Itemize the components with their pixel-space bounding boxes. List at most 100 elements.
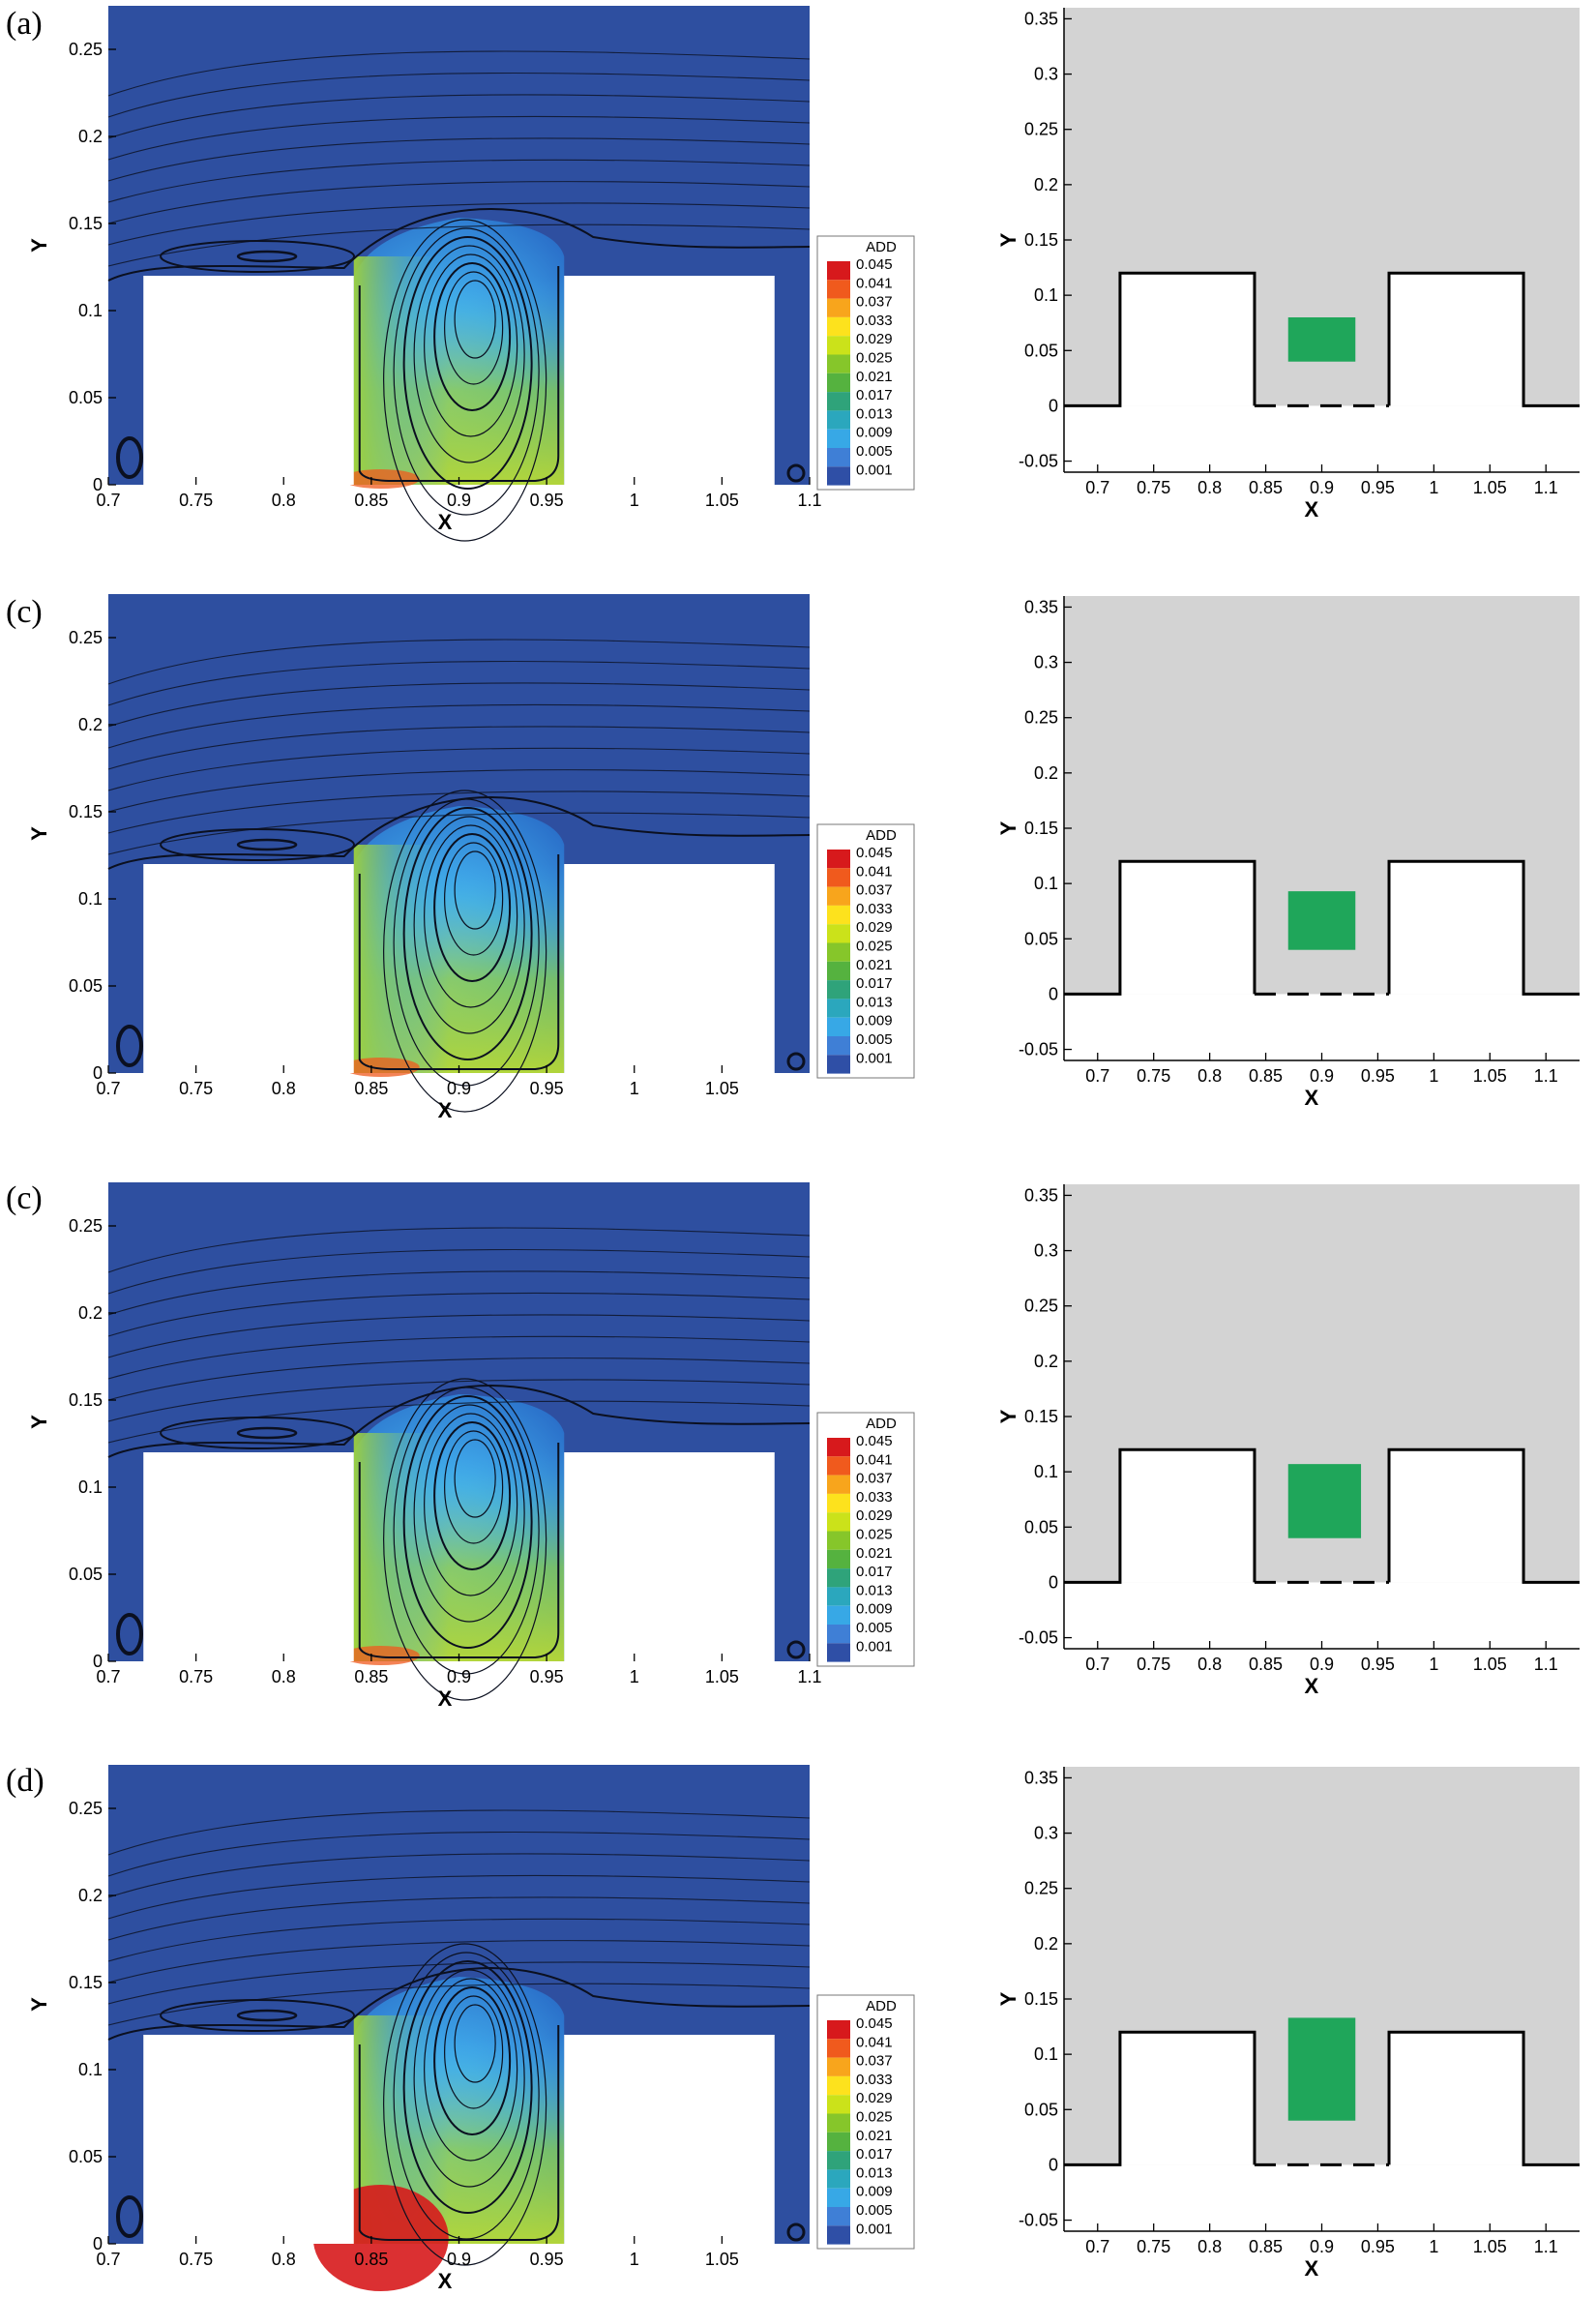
x-tick-label: 0.75 xyxy=(179,1079,213,1098)
colorbar-swatch xyxy=(827,336,850,355)
y-tick-label: 0.2 xyxy=(1034,1934,1058,1954)
canyon-outer-streamline xyxy=(358,1443,560,1658)
colorbar-title: ADD xyxy=(866,1998,897,2014)
streamline xyxy=(107,181,811,224)
colorbar-level-label: 0.045 xyxy=(856,256,893,273)
x-tick-label: 0.7 xyxy=(96,2250,120,2269)
x-tick-label: 0.75 xyxy=(179,2250,213,2269)
y-tick-label: 0.15 xyxy=(1024,1989,1058,2009)
y-tick-label: 0.15 xyxy=(69,1973,103,1992)
wall-left xyxy=(1064,859,1256,996)
colorbar-level-label: 0.025 xyxy=(856,2109,893,2126)
x-tick-label: 0.95 xyxy=(1361,1066,1395,1086)
streamline xyxy=(107,1940,811,1984)
colorbar-swatch xyxy=(827,942,850,962)
canyon-vortex-ring xyxy=(454,850,496,930)
y-tick-label: -0.05 xyxy=(1019,2211,1058,2230)
colorbar-level-label: 0.001 xyxy=(856,462,893,478)
y-tick-label: 0.25 xyxy=(69,1799,103,1818)
streamline xyxy=(107,660,811,706)
y-tick-label: 0.25 xyxy=(1024,1879,1058,1898)
x-tick-label: 0.8 xyxy=(1197,1655,1222,1674)
colorbar-level-label: 0.021 xyxy=(856,369,893,385)
colorbar-level-label: 0.041 xyxy=(856,275,893,291)
x-axis-label: X xyxy=(1304,497,1318,522)
x-tick-label: 0.7 xyxy=(1085,1066,1109,1086)
x-tick-label: 0.85 xyxy=(1249,1066,1283,1086)
x-tick-label: 0.95 xyxy=(1361,1655,1395,1674)
canyon-vortex-ring xyxy=(383,1378,547,1701)
colorbar-level-label: 0.045 xyxy=(856,2015,893,2032)
colorbar-level-label: 0.033 xyxy=(856,2072,893,2088)
y-tick-label: 0.35 xyxy=(1024,1768,1058,1787)
streamline-roof xyxy=(107,208,811,282)
flow-panel-4: 0.7 0.75 0.8 0.85 0.9 0.95 1 1.05 0 0.05 0.1 0.15 0.… xyxy=(27,1765,915,2293)
colorbar-level-label: 0.009 xyxy=(856,1601,893,1618)
y-tick-label: 0.2 xyxy=(78,1303,103,1323)
x-tick-label: 0.8 xyxy=(272,491,296,510)
geometry-panel-1: 0.7 0.75 0.8 0.85 0.9 0.95 1 1.05 1.1 -0.05 0 0.05 0… xyxy=(996,8,1580,522)
green-block xyxy=(1287,317,1356,362)
y-tick-label: 0 xyxy=(93,475,103,494)
colorbar-swatch xyxy=(827,1605,850,1625)
x-tick-label: 1 xyxy=(630,1079,639,1098)
streamline xyxy=(107,1918,811,1962)
colorbar-swatch xyxy=(827,1493,850,1513)
x-axis-label: X xyxy=(1304,1086,1318,1110)
colorbar-swatch xyxy=(827,924,850,943)
x-tick-label: 0.75 xyxy=(179,1667,213,1686)
y-tick-label: 0.05 xyxy=(69,2147,103,2166)
y-axis-label: Y xyxy=(27,1997,51,2012)
colorbar-level-label: 0.033 xyxy=(856,901,893,917)
colorbar-level-label: 0.005 xyxy=(856,1620,893,1636)
y-tick-label: 0.15 xyxy=(69,802,103,821)
corner-eddy-left xyxy=(116,1025,143,1067)
y-axis-label: Y xyxy=(996,232,1020,247)
colorbar-swatch xyxy=(827,2225,850,2245)
streamline xyxy=(107,1896,811,1941)
canyon-vortex-ring xyxy=(433,1421,512,1570)
colorbar-swatch xyxy=(827,961,850,981)
green-block xyxy=(1287,891,1356,950)
colorbar-level-label: 0.025 xyxy=(856,939,893,955)
wall-left xyxy=(1064,2030,1256,2166)
x-tick-label: 0.8 xyxy=(272,2250,296,2269)
y-tick-label: 0.35 xyxy=(1024,9,1058,28)
y-tick-label: -0.05 xyxy=(1019,452,1058,471)
y-tick-label: 0.2 xyxy=(78,127,103,146)
colorbar-level-label: 0.005 xyxy=(856,2202,893,2219)
canyon-vortex-ring xyxy=(424,1978,518,2162)
colorbar-swatch xyxy=(827,2207,850,2226)
canyon-vortex-ring xyxy=(433,833,512,982)
colorbar-swatch xyxy=(827,298,850,317)
streamline xyxy=(107,224,811,267)
building-2 xyxy=(1389,273,1524,406)
colorbar-level-label: 0.037 xyxy=(856,2053,893,2070)
colorbar-swatch xyxy=(827,850,850,869)
x-tick-label: 0.85 xyxy=(1249,1655,1283,1674)
colorbar-swatch xyxy=(827,905,850,925)
canyon-vortex-ring xyxy=(424,1413,518,1596)
x-tick-label: 0.85 xyxy=(354,491,388,510)
x-tick-label: 1 xyxy=(1429,1066,1438,1086)
panel-label-d: (d) xyxy=(6,1763,44,1799)
y-tick-label: -0.05 xyxy=(1019,1040,1058,1059)
canyon-vortex-ring xyxy=(444,842,504,956)
colorbar-swatch xyxy=(827,410,850,430)
colorbar-swatch xyxy=(827,1036,850,1056)
streamline xyxy=(107,1379,811,1422)
colorbar-level-label: 0.041 xyxy=(856,1451,893,1468)
streamline xyxy=(107,202,811,246)
colorbar-level-label: 0.041 xyxy=(856,2034,893,2050)
roof-vortex-core xyxy=(236,250,298,263)
x-tick-label: 0.9 xyxy=(447,1667,471,1686)
x-tick-label: 0.95 xyxy=(530,491,564,510)
colorbar-level-label: 0.033 xyxy=(856,1489,893,1506)
canyon-vortex-ring xyxy=(444,1995,504,2109)
canyon-vortex-ring xyxy=(393,1387,540,1675)
colorbar-swatch xyxy=(827,886,850,906)
colorbar-swatch xyxy=(827,2169,850,2189)
colorbar-swatch xyxy=(827,2057,850,2076)
streamline xyxy=(107,159,811,203)
x-tick-label: 0.7 xyxy=(1085,1655,1109,1674)
